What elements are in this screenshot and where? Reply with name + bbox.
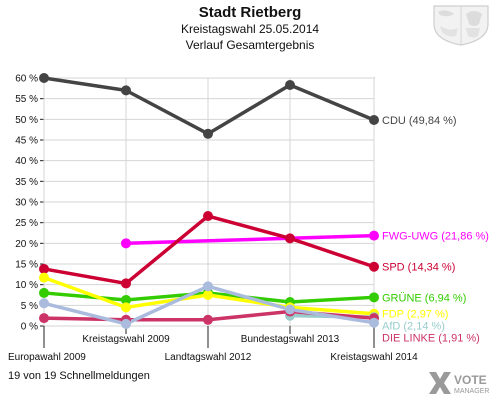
series-label: GRÜNE (6,94 %) <box>382 292 466 304</box>
status-text: 19 von 19 Schnellmeldungen <box>8 370 150 382</box>
series-line <box>43 214 375 286</box>
chart-caption: Verlauf Gesamtergebnis <box>185 38 315 52</box>
data-point <box>121 318 131 329</box>
y-tick-label: 20 % <box>15 239 38 250</box>
series-label: AfD (2,14 %) <box>382 321 445 333</box>
data-point <box>369 292 379 303</box>
x-tick-label: Kreistagswahl 2009 <box>82 334 170 345</box>
x-tick-label: Kreistagswahl 2014 <box>330 352 418 363</box>
brand-name: VOTE <box>454 373 487 387</box>
data-point <box>203 314 213 325</box>
data-point <box>369 230 379 241</box>
y-tick-label: 45 % <box>15 136 38 147</box>
y-tick-label: 60 % <box>15 74 38 85</box>
x-tick-label: Landtagswahl 2012 <box>165 352 252 363</box>
x-axis: Europawahl 2009 Kreistagswahl 2009 Landtag… <box>8 326 418 363</box>
data-point <box>203 290 213 300</box>
chart-title: Stadt Rietberg <box>198 4 302 21</box>
data-point <box>203 281 213 292</box>
data-point <box>39 313 49 324</box>
chart-subtitle: Kreistagswahl 25.05.2014 <box>180 22 320 36</box>
vote-manager-logo-icon: VOTE MANAGER <box>429 372 489 395</box>
series-label: FWG-UWG (21,86 %) <box>382 231 489 243</box>
y-tick-label: 55 % <box>15 94 38 105</box>
series-labels: CDU (49,84 %) FWG-UWG (21,86 %) SPD (14,34… <box>382 115 489 345</box>
data-point <box>121 278 131 289</box>
y-tick-label: 40 % <box>15 156 38 167</box>
grid-lines <box>40 77 375 327</box>
y-tick-label: 0 % <box>21 322 38 333</box>
x-tick-label: Bundestagswahl 2013 <box>241 334 340 345</box>
data-point <box>39 287 49 298</box>
y-tick-label: 25 % <box>15 218 38 229</box>
data-point <box>39 272 49 283</box>
data-point <box>121 302 131 313</box>
data-point <box>285 80 295 91</box>
data-point <box>203 211 213 222</box>
y-tick-label: 5 % <box>21 301 38 312</box>
data-point <box>369 261 379 272</box>
x-tick-label: Europawahl 2009 <box>8 352 86 363</box>
y-tick-label: 35 % <box>15 177 38 188</box>
coat-of-arms-icon <box>433 5 489 46</box>
data-point <box>285 233 295 244</box>
y-tick-label: 15 % <box>15 260 38 271</box>
brand-subname: MANAGER <box>454 388 489 395</box>
data-point <box>369 317 379 328</box>
y-tick-label: 10 % <box>15 280 38 291</box>
data-point <box>285 304 295 315</box>
series-label: CDU (49,84 %) <box>382 115 457 127</box>
y-tick-label: 50 % <box>15 115 38 126</box>
series-label: FDP (2,97 %) <box>382 309 448 321</box>
data-point <box>369 114 379 125</box>
y-tick-label: 30 % <box>15 198 38 209</box>
data-point <box>39 263 49 274</box>
data-point <box>121 294 131 305</box>
series-line <box>43 76 375 136</box>
series-points <box>39 73 379 329</box>
series-line <box>125 233 375 246</box>
series-label: DIE LINKE (1,91 %) <box>382 333 480 345</box>
data-point <box>39 73 49 83</box>
data-point <box>121 238 131 249</box>
data-point <box>121 85 131 96</box>
data-point <box>39 298 49 309</box>
data-point <box>203 128 213 139</box>
y-axis-labels: 0 % 5 % 10 % 15 % 20 % 25 % 30 % 35 % 40 % 45 % 50… <box>15 74 38 333</box>
series-label: SPD (14,34 %) <box>382 262 455 274</box>
